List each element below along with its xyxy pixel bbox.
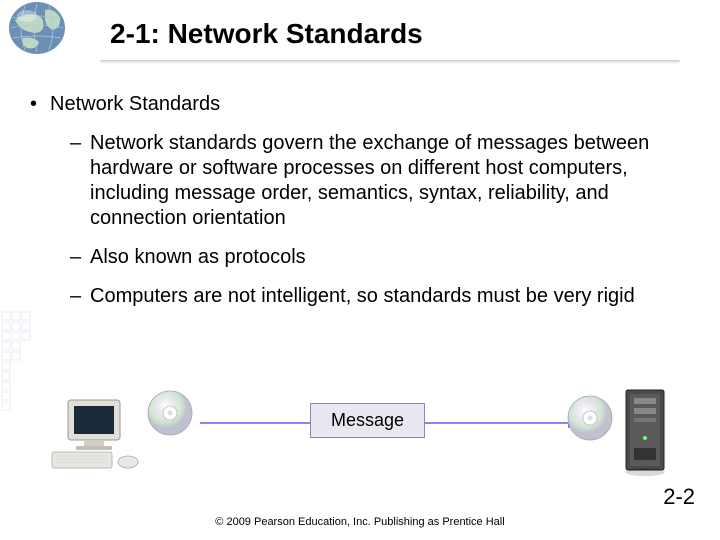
title-underline (100, 60, 680, 64)
globe-icon (5, 0, 75, 60)
bullet-level2: Computers are not intelligent, so standa… (30, 284, 695, 309)
bullet-level1: Network Standards (30, 92, 695, 117)
cd-right-icon (565, 393, 615, 448)
page-number: 2-2 (663, 484, 695, 510)
computer-right-icon (620, 388, 670, 483)
message-label-box: Message (310, 403, 425, 438)
sidebar-pattern (0, 310, 40, 460)
bullet-level2: Also known as protocols (30, 245, 695, 270)
bullet-level2: Network standards govern the exchange of… (30, 131, 695, 231)
content-area: Network Standards Network standards gove… (30, 92, 695, 323)
cd-left-icon (145, 388, 195, 443)
copyright-footer: © 2009 Pearson Education, Inc. Publishin… (0, 516, 720, 528)
slide-title: 2-1: Network Standards (110, 18, 423, 50)
message-diagram: Message (50, 388, 670, 488)
computer-left-icon (50, 398, 140, 478)
